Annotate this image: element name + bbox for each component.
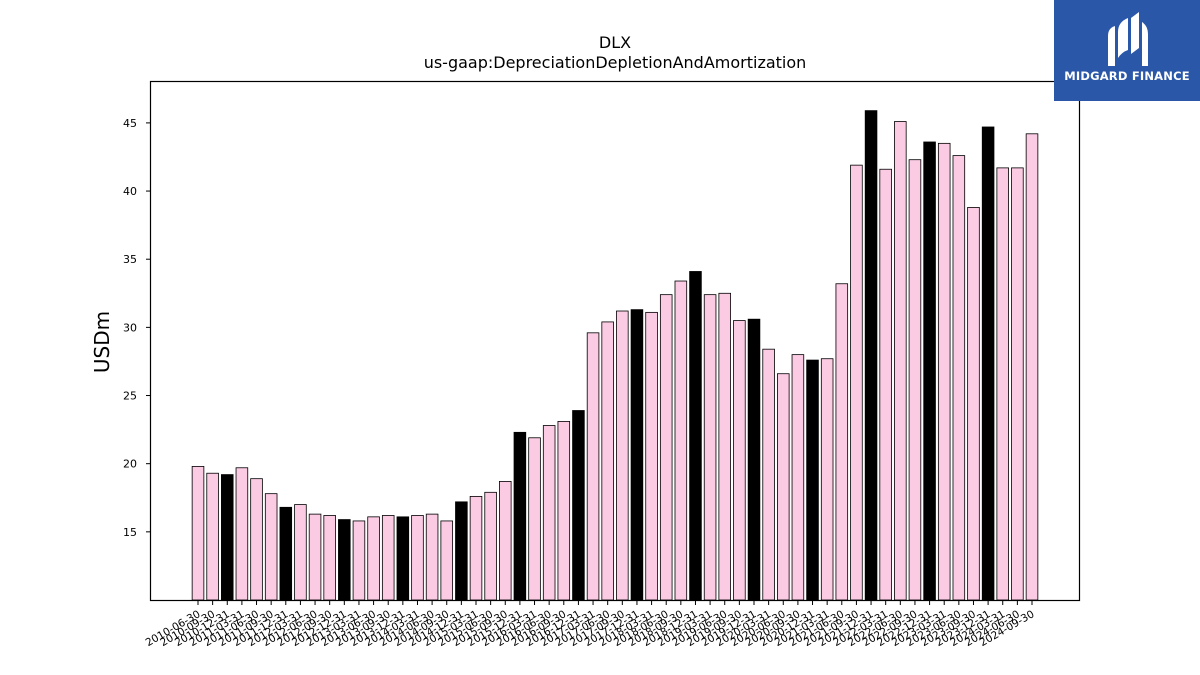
- bar-2023-03-31: [937, 142, 951, 601]
- chart-title: DLX: [599, 33, 631, 52]
- bar-2017-06-30: [601, 321, 614, 601]
- bar-2014-03-31: [411, 515, 424, 601]
- y-tick-label-35: 35: [123, 253, 137, 266]
- bars-group: [191, 110, 1039, 601]
- bar-2013-06-30: [367, 516, 380, 601]
- bar-2010-06-30: [191, 466, 205, 601]
- y-tick-label-45: 45: [123, 117, 137, 130]
- bar-2024-03-31: [996, 167, 1009, 601]
- bar-2011-03-31: [235, 467, 249, 601]
- bar-2019-09-30: [733, 320, 746, 601]
- bar-2015-12-31: [513, 431, 527, 601]
- bar-2021-12-31: [864, 110, 878, 601]
- bar-2014-09-30: [440, 520, 453, 601]
- bar-2011-12-31: [279, 506, 293, 601]
- bar-2020-09-30: [791, 354, 805, 601]
- bar-2023-09-30: [967, 207, 980, 601]
- bar-2022-06-30: [894, 121, 907, 601]
- bar-2013-03-31: [352, 520, 366, 601]
- bar-2021-09-30: [850, 164, 863, 601]
- bar-2016-06-30: [542, 425, 556, 601]
- bar-2021-06-30: [835, 283, 849, 601]
- midgard-logo-mark: [1108, 12, 1148, 66]
- bar-2023-12-31: [981, 126, 995, 601]
- bar-2016-09-30: [557, 421, 571, 601]
- y-tick-label-40: 40: [123, 185, 137, 198]
- bar-2010-12-31: [221, 474, 234, 601]
- y-tick-label-15: 15: [123, 526, 137, 539]
- bar-2012-03-31: [294, 504, 307, 601]
- bar-2010-09-30: [206, 472, 219, 601]
- logo-text: MIDGARD FINANCE: [1064, 69, 1190, 83]
- bar-2013-09-30: [381, 515, 395, 601]
- x-axis: 2010-06-302010-09-302010-12-312011-03-31…: [144, 600, 1037, 649]
- midgard-finance-logo: MIDGARD FINANCE: [1054, 0, 1200, 101]
- y-tick-label-30: 30: [123, 321, 137, 334]
- bar-2012-06-30: [308, 513, 322, 601]
- bar-2020-12-31: [806, 359, 819, 601]
- y-axis-label: USDm: [90, 311, 114, 373]
- bar-2018-12-31: [689, 271, 702, 601]
- y-tick-label-20: 20: [123, 458, 137, 471]
- chart-subtitle: us-gaap:DepreciationDepletionAndAmortiza…: [424, 53, 807, 72]
- bar-2024-09-30: [1025, 133, 1039, 601]
- bar-2020-03-31: [762, 348, 775, 601]
- bar-2019-12-31: [747, 318, 761, 601]
- bar-2011-09-30: [264, 493, 278, 601]
- bar-2016-03-31: [528, 437, 541, 601]
- bar-2017-12-31: [630, 309, 644, 601]
- bar-2022-09-30: [908, 159, 922, 601]
- bar-2019-06-30: [718, 292, 731, 601]
- bar-2024-06-30: [1011, 167, 1024, 601]
- bar-2015-09-30: [499, 481, 512, 601]
- bar-2014-06-30: [425, 513, 439, 601]
- y-tick-label-25: 25: [123, 390, 137, 403]
- bar-2012-12-31: [338, 519, 351, 601]
- bar-2015-03-31: [469, 495, 483, 601]
- bar-2016-12-31: [572, 410, 585, 601]
- bar-2015-06-30: [484, 491, 497, 601]
- plot-frame: [149, 80, 1081, 602]
- bar-2022-12-31: [923, 141, 936, 601]
- bar-2017-03-31: [586, 332, 600, 601]
- bar-2018-03-31: [645, 311, 658, 601]
- bar-2013-12-31: [396, 516, 410, 601]
- bar-2019-03-31: [703, 294, 717, 601]
- bar-2023-06-30: [952, 155, 966, 601]
- bar-2018-06-30: [659, 294, 673, 601]
- bar-2020-06-30: [777, 373, 790, 601]
- bar-2012-09-30: [323, 515, 336, 601]
- bar-2011-06-30: [250, 478, 263, 601]
- y-axis: 15 20 25 30 35 40 45: [123, 117, 151, 539]
- bar-2022-03-31: [879, 168, 892, 601]
- bar-2018-09-30: [674, 280, 688, 601]
- bar-2017-09-30: [616, 310, 629, 601]
- bar-2021-03-31: [820, 358, 834, 601]
- bar-2014-12-31: [455, 501, 468, 601]
